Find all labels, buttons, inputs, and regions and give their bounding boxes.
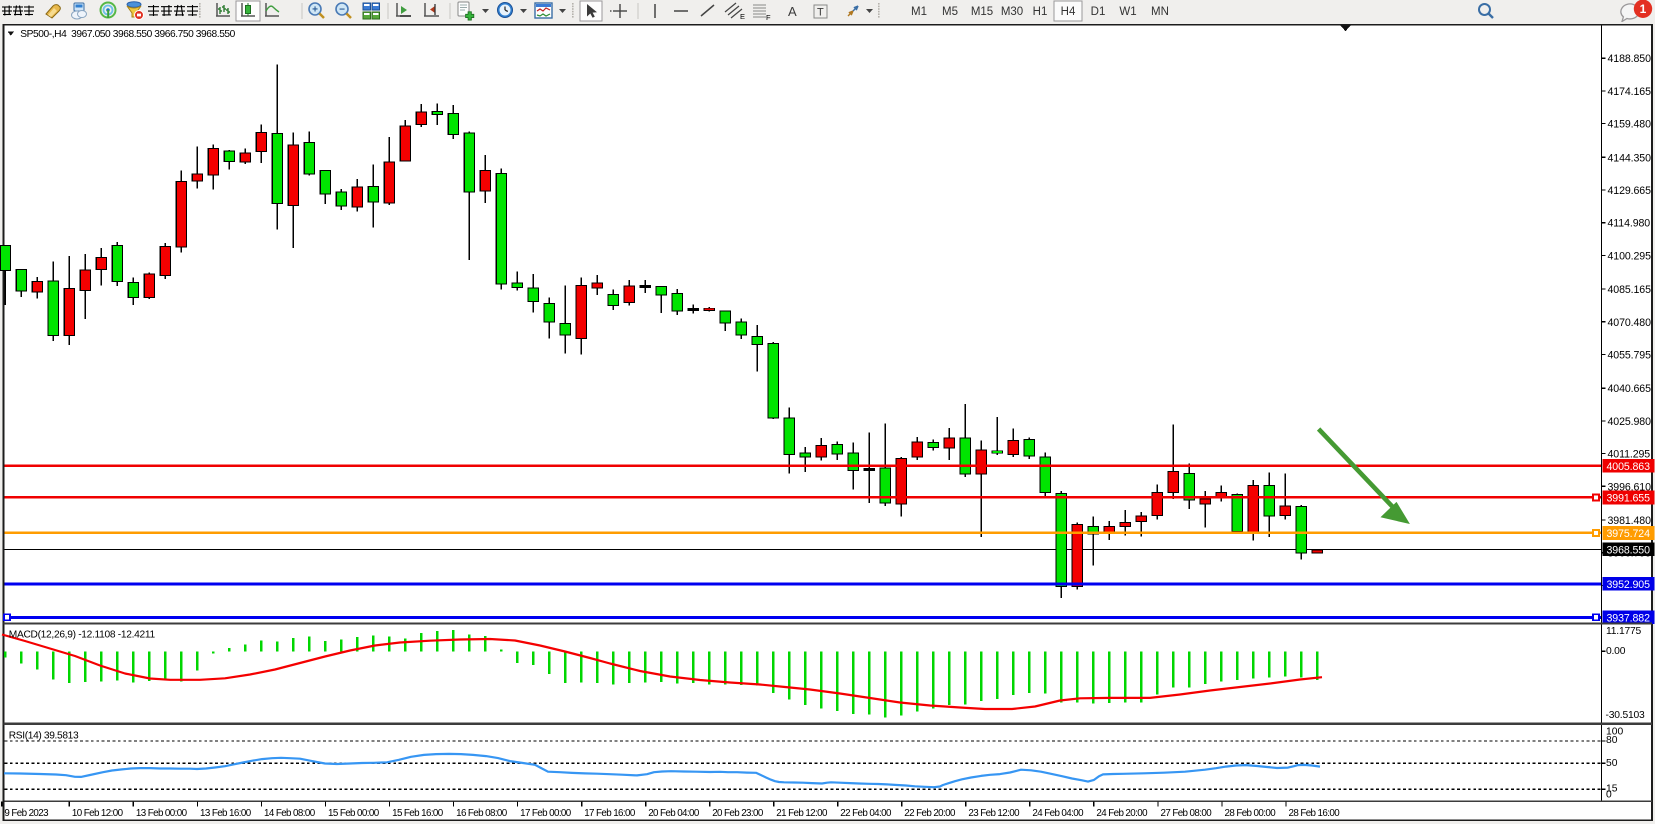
svg-text:28 Feb 16:00: 28 Feb 16:00 [1289, 808, 1341, 819]
svg-text:M30: M30 [1001, 6, 1023, 18]
svg-text:MN: MN [1151, 6, 1169, 18]
svg-text:11.1775: 11.1775 [1606, 626, 1642, 637]
svg-text:16 Feb 08:00: 16 Feb 08:00 [456, 808, 508, 819]
svg-text:M15: M15 [971, 6, 993, 18]
svg-text:28 Feb 00:00: 28 Feb 00:00 [1225, 808, 1277, 819]
svg-text:4085.165: 4085.165 [1608, 284, 1652, 296]
svg-text:F: F [766, 13, 771, 22]
svg-text:4159.480: 4159.480 [1608, 119, 1652, 131]
svg-text:20 Feb 04:00: 20 Feb 04:00 [648, 808, 700, 819]
svg-text:3991.655: 3991.655 [1607, 493, 1651, 505]
svg-text:100: 100 [1606, 726, 1623, 737]
svg-text:T: T [817, 7, 824, 19]
svg-text:10 Feb 12:00: 10 Feb 12:00 [72, 808, 124, 819]
svg-text:23 Feb 12:00: 23 Feb 12:00 [968, 808, 1020, 819]
svg-text:15: 15 [1606, 783, 1618, 794]
svg-text:H4: H4 [1061, 6, 1076, 18]
svg-text:SP500-,H4 3967.050 3968.550 3: SP500-,H4 3967.050 3968.550 3966.750 396… [20, 29, 235, 40]
svg-text:4144.350: 4144.350 [1608, 152, 1652, 164]
svg-text:0: 0 [1606, 789, 1612, 800]
svg-text:22 Feb 20:00: 22 Feb 20:00 [904, 808, 956, 819]
svg-text:3975.724: 3975.724 [1607, 528, 1651, 540]
svg-text:MACD(12,26,9) -12.1108 -12.421: MACD(12,26,9) -12.1108 -12.4211 [9, 629, 156, 640]
svg-text:80: 80 [1606, 735, 1618, 746]
svg-text:15 Feb 16:00: 15 Feb 16:00 [392, 808, 444, 819]
svg-text:E: E [740, 12, 745, 21]
svg-text:13 Feb 00:00: 13 Feb 00:00 [136, 808, 188, 819]
svg-text:4100.295: 4100.295 [1608, 250, 1652, 262]
svg-text:24 Feb 20:00: 24 Feb 20:00 [1096, 808, 1148, 819]
svg-text:3952.905: 3952.905 [1607, 579, 1651, 591]
svg-text:−: − [339, 5, 345, 16]
svg-text:A: A [788, 4, 797, 19]
svg-text:24 Feb 04:00: 24 Feb 04:00 [1032, 808, 1084, 819]
svg-text:3981.480: 3981.480 [1608, 515, 1652, 527]
svg-text:14 Feb 08:00: 14 Feb 08:00 [264, 808, 316, 819]
svg-text:+: + [312, 5, 318, 16]
svg-text:1: 1 [1640, 2, 1647, 16]
svg-text:RSI(14) 39.5813: RSI(14) 39.5813 [9, 730, 79, 741]
svg-text:21 Feb 12:00: 21 Feb 12:00 [776, 808, 828, 819]
svg-text:3968.550: 3968.550 [1607, 545, 1651, 557]
svg-text:0.00: 0.00 [1606, 646, 1626, 657]
svg-text:M5: M5 [942, 6, 958, 18]
svg-text:4025.980: 4025.980 [1608, 416, 1652, 428]
svg-text:H1: H1 [1033, 6, 1048, 18]
svg-text:D1: D1 [1091, 6, 1106, 18]
svg-text:50: 50 [1606, 758, 1618, 769]
svg-text:20 Feb 23:00: 20 Feb 23:00 [712, 808, 764, 819]
svg-text:17 Feb 16:00: 17 Feb 16:00 [584, 808, 636, 819]
svg-text:4114.980: 4114.980 [1608, 218, 1651, 230]
svg-text:-30.5103: -30.5103 [1606, 710, 1646, 721]
svg-text:4011.295: 4011.295 [1608, 449, 1651, 461]
svg-text:22 Feb 04:00: 22 Feb 04:00 [840, 808, 892, 819]
svg-text:4055.795: 4055.795 [1608, 350, 1652, 362]
svg-text:3937.882: 3937.882 [1607, 613, 1651, 625]
svg-text:4040.665: 4040.665 [1608, 383, 1652, 395]
svg-text:13 Feb 16:00: 13 Feb 16:00 [200, 808, 252, 819]
svg-text:4005.863: 4005.863 [1607, 461, 1651, 473]
svg-text:W1: W1 [1119, 6, 1136, 18]
svg-text:4188.850: 4188.850 [1608, 53, 1652, 65]
svg-text:9 Feb 2023: 9 Feb 2023 [4, 808, 49, 819]
svg-text:17 Feb 00:00: 17 Feb 00:00 [520, 808, 572, 819]
svg-text:3996.610: 3996.610 [1608, 481, 1652, 493]
svg-text:27 Feb 08:00: 27 Feb 08:00 [1161, 808, 1213, 819]
svg-text:15 Feb 00:00: 15 Feb 00:00 [328, 808, 380, 819]
svg-text:4070.480: 4070.480 [1608, 317, 1652, 329]
svg-text:4129.665: 4129.665 [1608, 185, 1652, 197]
svg-text:4174.165: 4174.165 [1608, 86, 1652, 98]
svg-text:M1: M1 [911, 6, 927, 18]
